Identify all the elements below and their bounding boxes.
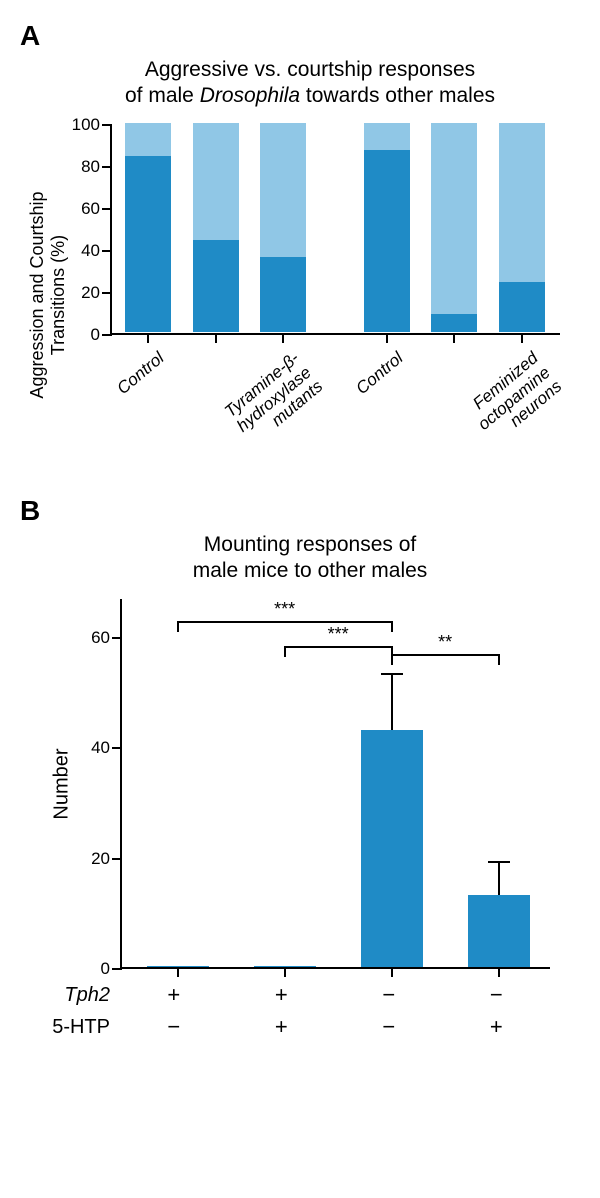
bar-segment-light (193, 123, 239, 241)
bar-stack (260, 123, 306, 333)
y-tick-label: 100 (64, 115, 100, 135)
chart-a: Aggression and Courtship Transitions (%)… (110, 125, 560, 465)
chart-b: Number 0204060******** (120, 599, 550, 969)
condition-cell: + (228, 1014, 336, 1040)
bar-segment-dark (431, 314, 477, 333)
panel-a-label: A (20, 20, 580, 52)
condition-cell: − (335, 982, 443, 1008)
significance-label: ** (438, 632, 452, 653)
bar-segment-dark (125, 156, 171, 332)
figure: A Aggressive vs. courtship responses of … (0, 0, 600, 1063)
y-tick (112, 747, 122, 749)
bar-segment-dark (499, 282, 545, 332)
bar-segment-dark (193, 240, 239, 332)
bar-stack (125, 123, 171, 333)
y-tick-label: 60 (64, 199, 100, 219)
panel-a-title-line2-italic: Drosophila (200, 84, 306, 107)
y-tick (102, 292, 112, 294)
bar-segment-light (125, 123, 171, 157)
y-tick-label: 0 (74, 959, 110, 979)
y-tick (102, 250, 112, 252)
panel-a-title-line2-pre: of male (125, 84, 200, 107)
y-tick-label: 40 (74, 738, 110, 758)
x-tick (386, 333, 388, 343)
x-tick (177, 967, 179, 977)
bar-segment-light (431, 123, 477, 314)
y-tick-label: 20 (64, 283, 100, 303)
condition-cell: − (443, 982, 551, 1008)
condition-cell: + (443, 1014, 551, 1040)
bar-segment-light (260, 123, 306, 257)
chart-b-plot: 0204060******** (120, 599, 550, 969)
significance-bracket: ** (122, 599, 550, 967)
panel-a: A Aggressive vs. courtship responses of … (20, 20, 580, 465)
x-tick (391, 967, 393, 977)
x-tick (521, 333, 523, 343)
bar-stack (193, 123, 239, 333)
chart-a-plot: 020406080100 (110, 125, 560, 335)
condition-table: Tph2++−−5-HTP−+−+ (42, 979, 550, 1043)
bar-segment-light (364, 123, 410, 150)
condition-cell: − (335, 1014, 443, 1040)
condition-cell: + (120, 982, 228, 1008)
panel-b: B Mounting responses of male mice to oth… (20, 495, 580, 1044)
x-label: Feminized octopamine neurons (430, 349, 566, 476)
bar-stack (364, 123, 410, 333)
x-tick (282, 333, 284, 343)
y-tick (112, 968, 122, 970)
y-tick-label: 20 (74, 849, 110, 869)
bar-segment-dark (260, 257, 306, 333)
y-tick (102, 124, 112, 126)
panel-a-title-line2-post: towards other males (306, 84, 495, 107)
x-tick (284, 967, 286, 977)
x-label: Tyramine-β- hydroxylase mutants (191, 349, 327, 476)
y-tick-label: 60 (74, 628, 110, 648)
x-tick (453, 333, 455, 343)
x-tick (147, 333, 149, 343)
y-tick-label: 40 (64, 241, 100, 261)
x-tick (215, 333, 217, 343)
bar-segment-light (499, 123, 545, 283)
bar-segment-dark (364, 150, 410, 333)
y-tick-label: 80 (64, 157, 100, 177)
condition-label: Tph2 (42, 984, 120, 1007)
bar-stack (499, 123, 545, 333)
condition-row: Tph2++−− (42, 979, 550, 1011)
condition-cell: + (228, 982, 336, 1008)
panel-b-label: B (20, 495, 580, 527)
condition-cell: − (120, 1014, 228, 1040)
y-tick (102, 166, 112, 168)
y-tick (112, 858, 122, 860)
panel-a-title-line1: Aggressive vs. courtship responses (145, 58, 475, 81)
y-tick (112, 637, 122, 639)
panel-b-title: Mounting responses of male mice to other… (60, 532, 560, 585)
x-tick (498, 967, 500, 977)
condition-row: 5-HTP−+−+ (42, 1011, 550, 1043)
panel-a-title: Aggressive vs. courtship responses of ma… (60, 57, 560, 110)
chart-a-ylabel-line1: Aggression and Courtship (27, 191, 47, 398)
y-tick (102, 208, 112, 210)
panel-b-title-line2: male mice to other males (193, 559, 428, 582)
chart-a-ylabel: Aggression and Courtship Transitions (%) (27, 191, 69, 398)
chart-b-ylabel: Number (51, 748, 74, 819)
condition-label: 5-HTP (42, 1016, 120, 1039)
y-tick (102, 334, 112, 336)
y-tick-label: 0 (64, 325, 100, 345)
x-label: Control (56, 349, 168, 447)
panel-b-title-line1: Mounting responses of (204, 533, 416, 556)
bar-stack (431, 123, 477, 333)
